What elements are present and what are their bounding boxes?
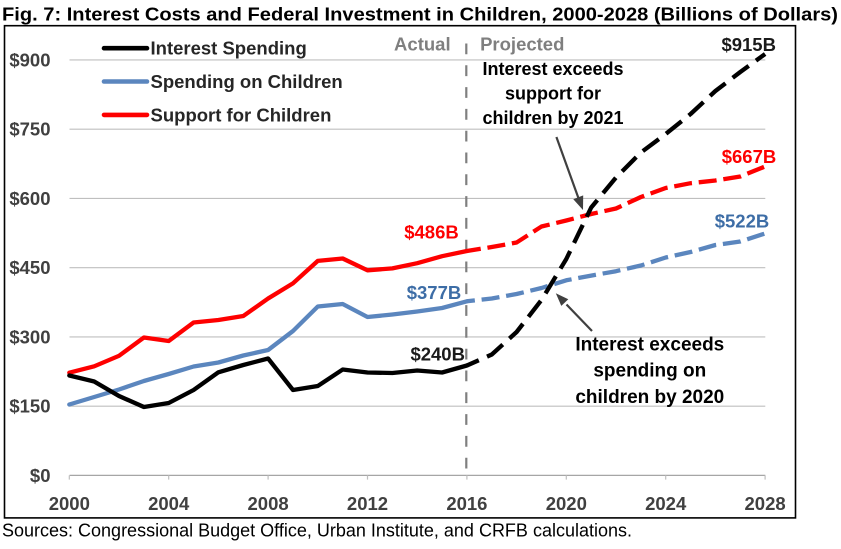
svg-text:Projected: Projected [480,33,564,54]
svg-text:$522B: $522B [715,211,770,232]
svg-text:Spending on Children: Spending on Children [151,71,343,92]
svg-text:2028: 2028 [745,493,786,514]
svg-text:children by 2020: children by 2020 [575,387,724,408]
svg-text:Interest exceeds: Interest exceeds [482,59,623,79]
svg-text:2008: 2008 [248,493,289,514]
svg-text:2020: 2020 [546,493,587,514]
svg-text:$750: $750 [9,119,50,140]
svg-text:2012: 2012 [347,493,388,514]
svg-text:support for: support for [505,84,601,104]
svg-text:$150: $150 [9,396,50,417]
svg-text:Actual: Actual [394,33,451,54]
svg-text:$300: $300 [9,326,50,347]
svg-text:$0: $0 [30,465,51,486]
svg-text:children by 2021: children by 2021 [482,108,623,128]
svg-text:2024: 2024 [645,493,687,514]
svg-text:2000: 2000 [49,493,90,514]
svg-text:2016: 2016 [446,493,487,514]
svg-text:$667B: $667B [722,146,777,167]
svg-text:spending on: spending on [593,361,706,382]
svg-text:Interest Spending: Interest Spending [151,38,307,59]
svg-text:Interest exceeds: Interest exceeds [575,334,724,355]
svg-text:$915B: $915B [721,34,776,55]
svg-text:$600: $600 [9,188,50,209]
svg-text:Support for Children: Support for Children [151,104,332,125]
svg-text:$900: $900 [9,49,50,70]
svg-text:Fig. 7: Interest Costs and Fed: Fig. 7: Interest Costs and Federal Inves… [2,4,838,25]
svg-text:2004: 2004 [148,493,190,514]
svg-text:$450: $450 [9,257,50,278]
svg-text:$486B: $486B [404,221,459,242]
svg-text:Sources: Congressional Budget: Sources: Congressional Budget Office, Ur… [2,520,632,540]
svg-text:$240B: $240B [410,343,465,364]
svg-text:$377B: $377B [407,282,462,303]
